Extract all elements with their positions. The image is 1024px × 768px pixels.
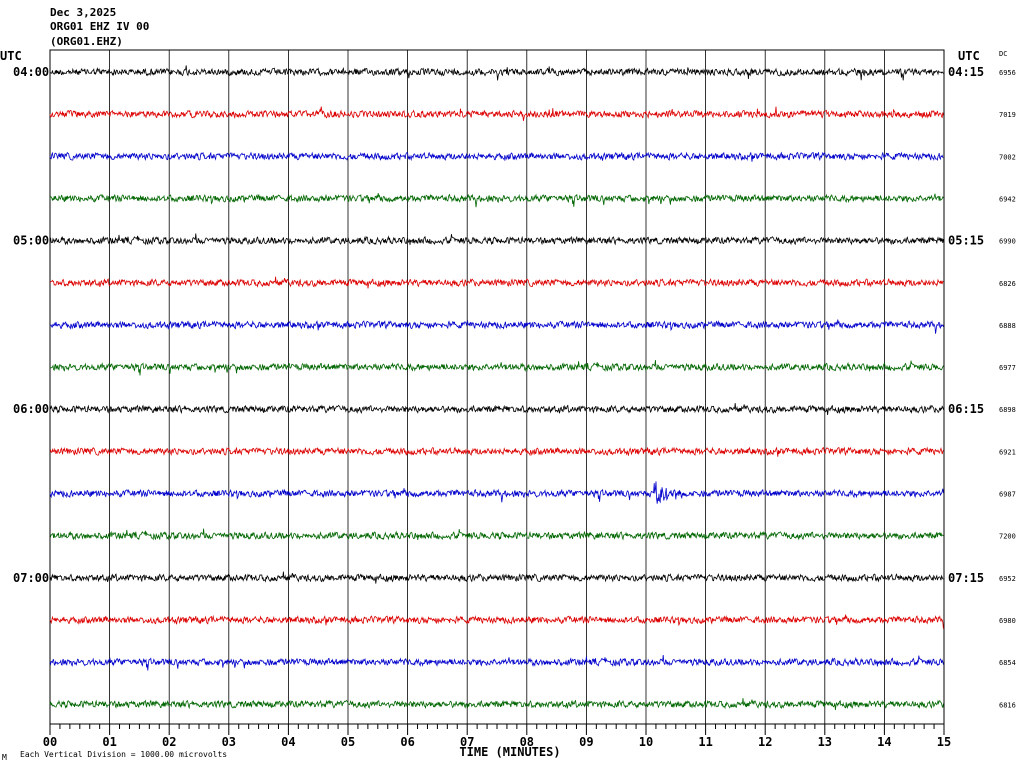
dc-value: 6854 — [999, 659, 1016, 667]
trace-row-9 — [49, 446, 944, 457]
x-tick-label: 04 — [281, 735, 295, 749]
dc-value: 6980 — [999, 617, 1016, 625]
trace-row-13 — [49, 614, 944, 629]
trace-row-12 — [49, 571, 944, 584]
trace-row-11 — [49, 528, 944, 541]
trace-row-3 — [49, 193, 944, 208]
dc-value: 6816 — [999, 701, 1016, 709]
trace-row-14 — [49, 654, 944, 671]
x-tick-label: 11 — [698, 735, 712, 749]
header-station: ORG01 EHZ IV 00 — [50, 20, 149, 33]
dc-value: 6921 — [999, 448, 1016, 456]
x-tick-label: 08 — [520, 735, 534, 749]
dc-value: 6977 — [999, 364, 1016, 372]
dc-value: 6826 — [999, 280, 1016, 288]
left-time-label: 06:00 — [13, 402, 49, 416]
x-axis: 00 01 02 03 04 05 06 07 08 09 10 11 12 13 14 15 — [43, 724, 951, 749]
dc-value: 7019 — [999, 111, 1016, 119]
x-tick-label: 10 — [639, 735, 653, 749]
x-tick-label: 02 — [162, 735, 176, 749]
right-time-label: 05:15 — [948, 234, 984, 248]
right-time-label: 06:15 — [948, 402, 984, 416]
right-axis-label: UTC — [958, 49, 980, 63]
dc-value: 7200 — [999, 533, 1016, 541]
header-channel: (ORG01.EHZ) — [50, 35, 123, 48]
x-tick-label: 03 — [222, 735, 236, 749]
x-tick-label: 07 — [460, 735, 474, 749]
dc-value: 6888 — [999, 322, 1016, 330]
footer-mark: M — [2, 753, 7, 762]
trace-row-5 — [49, 276, 944, 289]
x-tick-label: 13 — [818, 735, 832, 749]
dc-value: 6898 — [999, 406, 1016, 414]
right-time-label: 07:15 — [948, 571, 984, 585]
x-tick-label: 12 — [758, 735, 772, 749]
left-axis-label: UTC — [0, 49, 22, 63]
dc-label: DC — [999, 50, 1007, 58]
x-tick-label: 00 — [43, 735, 57, 749]
left-time-label: 07:00 — [13, 571, 49, 585]
trace-row-1 — [49, 106, 944, 121]
right-time-label: 04:15 — [948, 65, 984, 79]
x-tick-label: 15 — [937, 735, 951, 749]
x-tick-label: 09 — [579, 735, 593, 749]
x-tick-label: 05 — [341, 735, 355, 749]
dc-value: 6990 — [999, 238, 1016, 246]
dc-value: 6987 — [999, 491, 1016, 499]
trace-row-0 — [49, 65, 944, 81]
dc-value: 6942 — [999, 195, 1016, 203]
x-tick-label: 14 — [877, 735, 891, 749]
header-date: Dec 3,2025 — [50, 6, 116, 19]
time-grid — [49, 49, 945, 725]
left-time-label: 04:00 — [13, 65, 49, 79]
trace-row-4 — [49, 233, 944, 246]
trace-row-6 — [49, 319, 944, 334]
left-time-label: 05:00 — [13, 234, 49, 248]
trace-row-2 — [49, 151, 944, 162]
footnote: Each Vertical Division = 1000.00 microvo… — [20, 750, 227, 759]
x-tick-label: 06 — [400, 735, 414, 749]
dc-value: 6956 — [999, 69, 1016, 77]
trace-row-15 — [49, 698, 944, 711]
dc-value: 7002 — [999, 153, 1016, 161]
row-labels: 04:00 04:15 05:00 05:15 06:00 06:15 07:00 07:15… — [13, 65, 1016, 709]
plot-frame — [49, 49, 945, 725]
trace-row-8 — [49, 403, 944, 416]
x-tick-label: 01 — [102, 735, 116, 749]
dc-value: 6952 — [999, 575, 1016, 583]
x-axis-label: TIME (MINUTES) — [459, 745, 560, 759]
trace-group — [49, 65, 944, 711]
trace-row-10 — [49, 481, 944, 504]
trace-row-7 — [49, 359, 944, 376]
